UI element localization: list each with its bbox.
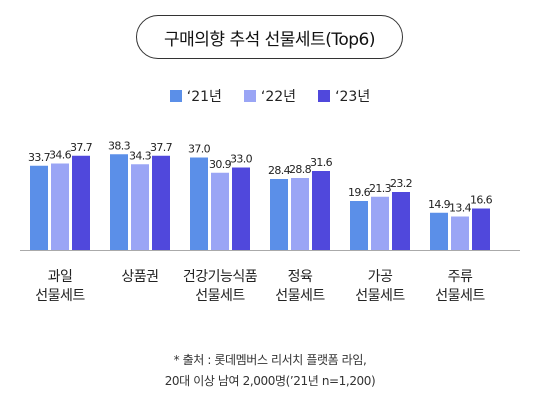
data-label-1-2: 37.7: [150, 141, 173, 154]
bar-3-0: [270, 179, 288, 250]
legend: ‘21년 ‘22년 ‘23년: [0, 86, 540, 106]
legend-label-22: ‘22년: [260, 89, 297, 105]
legend-item-23: ‘23년: [318, 86, 370, 106]
bar-4-1: [371, 196, 389, 250]
footnote-line-1: * 출처 : 롯데멤버스 리서치 플랫폼 라임,: [173, 353, 367, 367]
bar-0-0: [30, 165, 48, 250]
category-label-0: 과일 선물세트: [35, 269, 85, 304]
bar-1-1: [131, 164, 149, 250]
data-label-2-2: 33.0: [230, 153, 253, 166]
bar-0-2: [72, 155, 90, 250]
bar-3-1: [291, 178, 309, 250]
bar-5-2: [472, 208, 490, 250]
legend-swatch-22: [243, 90, 256, 102]
bar-2-2: [232, 167, 250, 250]
data-label-4-2: 23.2: [390, 177, 412, 190]
data-label-0-1: 34.6: [49, 149, 72, 162]
legend-swatch-21: [169, 90, 182, 102]
bar-4-2: [392, 192, 410, 250]
bar-0-1: [51, 163, 69, 250]
legend-item-22: ‘22년: [243, 86, 297, 106]
data-label-2-0: 37.0: [188, 143, 211, 156]
chart-title: 구매의향 추석 선물세트(Top6): [136, 15, 403, 59]
data-label-5-2: 16.6: [470, 194, 493, 207]
data-label-0-0: 33.7: [28, 151, 51, 164]
bar-5-0: [430, 212, 448, 250]
bar-5-1: [451, 216, 469, 250]
category-label-1: 상품권: [121, 269, 159, 285]
category-label-4: 가공 선물세트: [355, 269, 405, 304]
footnote: * 출처 : 롯데멤버스 리서치 플랫폼 라임, 20대 이상 남여 2,000…: [0, 350, 540, 392]
data-label-2-1: 30.9: [209, 158, 232, 171]
data-label-5-0: 14.9: [428, 198, 451, 211]
data-label-3-0: 28.4: [268, 164, 291, 177]
data-label-3-2: 31.6: [310, 156, 333, 169]
data-label-0-2: 37.7: [70, 141, 93, 154]
bar-3-2: [312, 171, 330, 250]
footnote-line-2: 20대 이상 남여 2,000명(’21년 n=1,200): [164, 374, 376, 388]
bar-2-0: [190, 157, 208, 250]
bar-1-2: [152, 155, 170, 250]
category-label-3: 정육 선물세트: [275, 269, 325, 304]
legend-item-21: ‘21년: [169, 86, 222, 106]
data-label-1-1: 34.3: [129, 149, 152, 162]
data-label-1-0: 38.3: [108, 139, 131, 152]
chart-title-text: 구매의향 추석 선물세트(Top6): [164, 29, 375, 50]
legend-label-23: ‘23년: [335, 89, 371, 105]
bar-4-0: [350, 201, 368, 250]
data-label-3-1: 28.8: [289, 163, 312, 176]
data-label-5-1: 13.4: [449, 202, 472, 215]
data-label-4-0: 19.6: [348, 186, 371, 199]
legend-swatch-23: [318, 90, 331, 102]
bar-2-1: [211, 172, 229, 250]
legend-label-21: ‘21년: [186, 89, 222, 105]
category-label-5: 주류 선물세트: [435, 269, 485, 304]
category-label-2: 건강기능식품 선물세트: [182, 269, 258, 304]
bar-1-0: [110, 154, 128, 250]
data-label-4-1: 21.3: [369, 182, 392, 195]
